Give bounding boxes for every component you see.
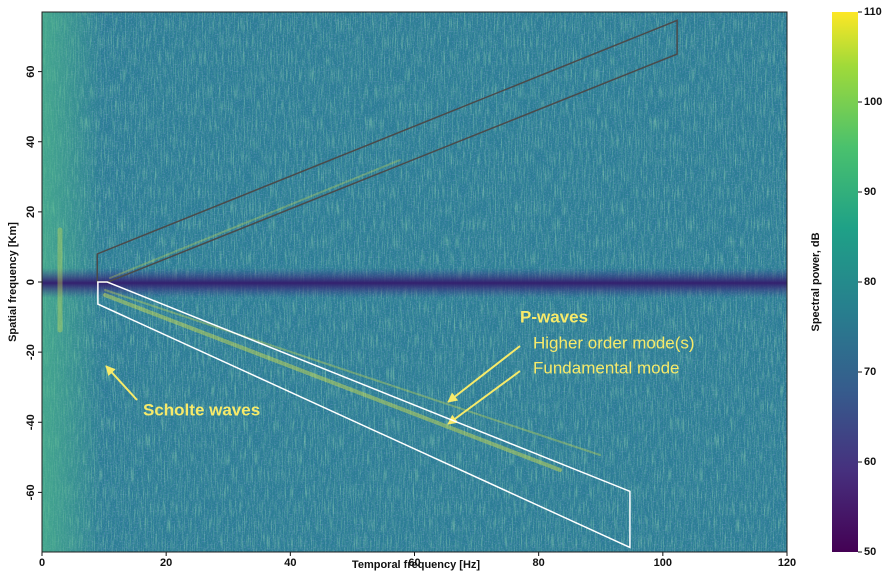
y-tick-label: 40 bbox=[25, 136, 37, 148]
energy-streaks bbox=[57, 159, 601, 472]
annotation: Fundamental mode bbox=[533, 358, 679, 377]
x-tick-label: 20 bbox=[160, 557, 172, 569]
annotation-arrows bbox=[105, 345, 521, 425]
annotation: P-waves bbox=[520, 307, 588, 326]
x-tick-label: 0 bbox=[39, 557, 45, 569]
y-tick-label: -20 bbox=[25, 344, 37, 360]
y-tick-label: 60 bbox=[25, 65, 37, 77]
x-tick-label: 120 bbox=[778, 557, 796, 569]
x-axis-label: Temporal frequency [Hz] bbox=[352, 559, 480, 571]
colorbar-tick-label: 80 bbox=[864, 276, 876, 288]
zero-band bbox=[42, 268, 787, 298]
x-tick-label: 60 bbox=[408, 557, 420, 569]
colorbar-tick-label: 90 bbox=[864, 186, 876, 198]
x-tick-label: 40 bbox=[284, 557, 296, 569]
annotation: Higher order mode(s) bbox=[533, 333, 695, 352]
x-tick-label: 80 bbox=[533, 557, 545, 569]
y-tick-label: -40 bbox=[25, 414, 37, 430]
annotation: Scholte waves bbox=[143, 400, 260, 419]
y-axis-label: Spatial frequency [Km] bbox=[7, 222, 19, 342]
y-tick-label: -60 bbox=[25, 484, 37, 500]
colorbar-tick-label: 50 bbox=[864, 546, 876, 558]
plot-area bbox=[42, 12, 787, 552]
colorbar-tick-label: 110 bbox=[864, 6, 882, 18]
colorbar-tick-label: 70 bbox=[864, 366, 876, 378]
region-outline bbox=[97, 281, 631, 549]
colorbar bbox=[832, 12, 858, 552]
plot-frame bbox=[41, 11, 788, 553]
y-tick-label: 0 bbox=[25, 279, 37, 285]
y-tick-label: 20 bbox=[25, 206, 37, 218]
colorbar-tick-label: 100 bbox=[864, 96, 882, 108]
colorbar-label: Spectral power, dB bbox=[810, 232, 822, 331]
colorbar-tick-label: 60 bbox=[864, 456, 876, 468]
x-tick-label: 100 bbox=[654, 557, 672, 569]
